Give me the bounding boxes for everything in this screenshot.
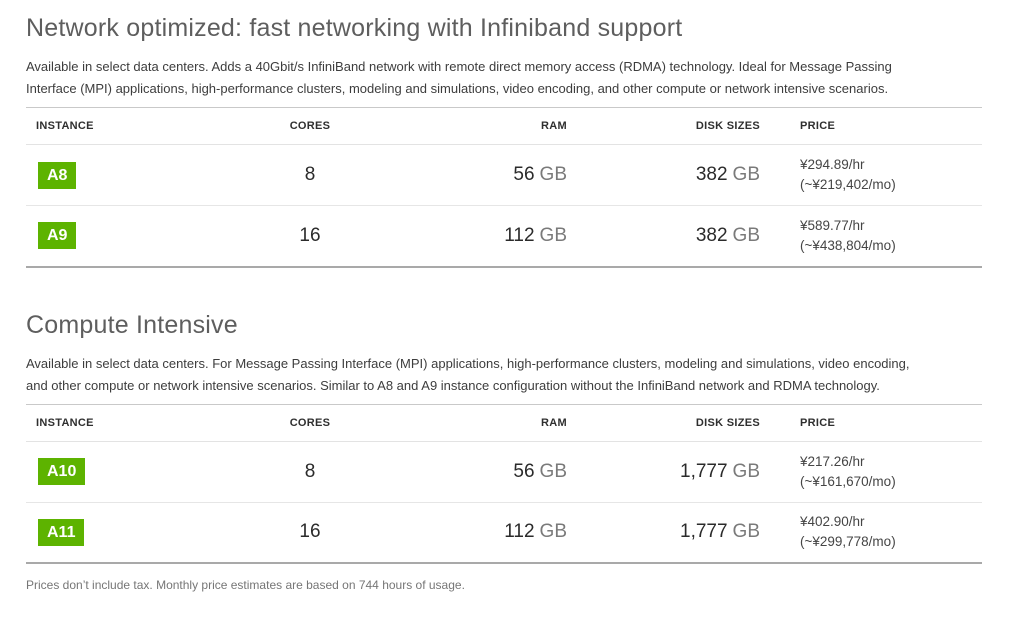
table-header-row: INSTANCE CORES RAM DISK SIZES PRICE [26, 107, 982, 145]
price-monthly: (~¥161,670/mo) [800, 473, 896, 489]
table-header-row: INSTANCE CORES RAM DISK SIZES PRICE [26, 404, 982, 442]
table-row: A8 8 56 GB 382 GB ¥294.89/hr (~¥219,402/mo… [26, 145, 982, 206]
instance-cell: A11 [26, 501, 180, 563]
instance-cell: A9 [26, 205, 180, 267]
pricing-table-network-optimized: INSTANCE CORES RAM DISK SIZES PRICE A8 8… [26, 107, 982, 268]
section-compute-intensive: Compute Intensive Available in select da… [26, 310, 982, 564]
cores-value: 8 [304, 164, 316, 185]
column-header-cores: CORES [180, 107, 440, 145]
table-row: A10 8 56 GB 1,777 GB ¥217.26/hr (~¥161,670… [26, 441, 982, 502]
price-hourly: ¥217.26/hr [800, 453, 865, 469]
cores-value: 8 [304, 460, 316, 482]
column-header-ram: RAM [440, 107, 567, 145]
disk-cell: 1,777 GB [567, 501, 760, 563]
ram-unit: GB [539, 224, 567, 246]
column-header-instance: INSTANCE [26, 107, 180, 145]
disk-value: 1,777 [680, 521, 728, 543]
disk-cell: 382 GB [567, 205, 760, 267]
ram-value: 112 [504, 521, 535, 543]
cores-value: 16 [180, 501, 440, 563]
pricing-table-compute-intensive: INSTANCE CORES RAM DISK SIZES PRICE A10 … [26, 403, 982, 564]
disk-value: 382 [695, 164, 728, 185]
section-title: Compute Intensive [26, 310, 238, 339]
instance-badge: A10 [38, 458, 86, 485]
price-monthly: (~¥299,778/mo) [800, 534, 896, 550]
description-line: Available in select data centers. For Me… [26, 355, 910, 371]
ram-unit: GB [539, 460, 567, 482]
table-row: A11 16 112 GB 1,777 GB ¥402.90/hr (~¥299,7… [26, 501, 982, 563]
cores-value: 16 [180, 205, 440, 267]
description-line: Interface (MPI) applications, high-perfo… [26, 81, 889, 96]
ram-value: 56 [513, 460, 535, 482]
price-cell: ¥294.89/hr (~¥219,402/mo) [760, 145, 982, 206]
ram-cell: 112 GB [440, 501, 567, 563]
ram-unit: GB [539, 164, 567, 185]
disk-cell: 382 GB [567, 145, 760, 206]
section-description: Available in select data centers. For Me… [26, 353, 982, 397]
description-line: Available in select data centers. Adds a… [26, 59, 892, 74]
column-header-price: PRICE [760, 404, 982, 442]
price-monthly: (~¥219,402/mo) [800, 177, 896, 192]
price-monthly: (~¥438,804/mo) [800, 237, 896, 253]
column-header-price: PRICE [760, 107, 982, 145]
disk-value: 1,777 [680, 460, 728, 482]
instance-badge: A11 [38, 518, 85, 546]
price-cell: ¥589.77/hr (~¥438,804/mo) [760, 205, 982, 267]
column-header-disk-sizes: DISK SIZES [567, 107, 760, 145]
ram-cell: 56 GB [440, 441, 567, 502]
instance-cell: A10 [26, 441, 180, 502]
column-header-ram: RAM [440, 404, 567, 442]
section-description: Available in select data centers. Adds a… [26, 56, 982, 100]
disk-value: 382 [695, 224, 728, 246]
instance-badge: A8 [38, 161, 77, 189]
ram-cell: 112 GB [440, 205, 567, 267]
disk-unit: GB [732, 521, 760, 543]
ram-cell: 56 GB [440, 145, 567, 206]
price-hourly: ¥294.89/hr [800, 157, 865, 172]
price-hourly: ¥589.77/hr [800, 217, 865, 233]
disk-unit: GB [732, 460, 760, 482]
section-title: Network optimized: fast networking with … [26, 14, 683, 42]
table-row: A9 16 112 GB 382 GB ¥589.77/hr (~¥438,804/… [26, 205, 982, 267]
footer-note: Prices don’t include tax. Monthly price … [26, 578, 465, 592]
description-line: and other compute or network intensive s… [26, 377, 880, 393]
price-cell: ¥402.90/hr (~¥299,778/mo) [760, 501, 982, 563]
column-header-disk-sizes: DISK SIZES [567, 404, 760, 442]
ram-value: 56 [513, 164, 535, 185]
disk-unit: GB [732, 164, 760, 185]
ram-value: 112 [504, 224, 535, 246]
column-header-instance: INSTANCE [26, 404, 180, 442]
disk-cell: 1,777 GB [567, 441, 760, 502]
column-header-cores: CORES [180, 404, 440, 442]
ram-unit: GB [539, 521, 567, 543]
instance-cell: A8 [26, 145, 180, 206]
section-network-optimized: Network optimized: fast networking with … [26, 13, 982, 268]
price-cell: ¥217.26/hr (~¥161,670/mo) [760, 441, 982, 502]
instance-badge: A9 [38, 222, 77, 250]
disk-unit: GB [732, 224, 760, 246]
price-hourly: ¥402.90/hr [800, 514, 865, 530]
